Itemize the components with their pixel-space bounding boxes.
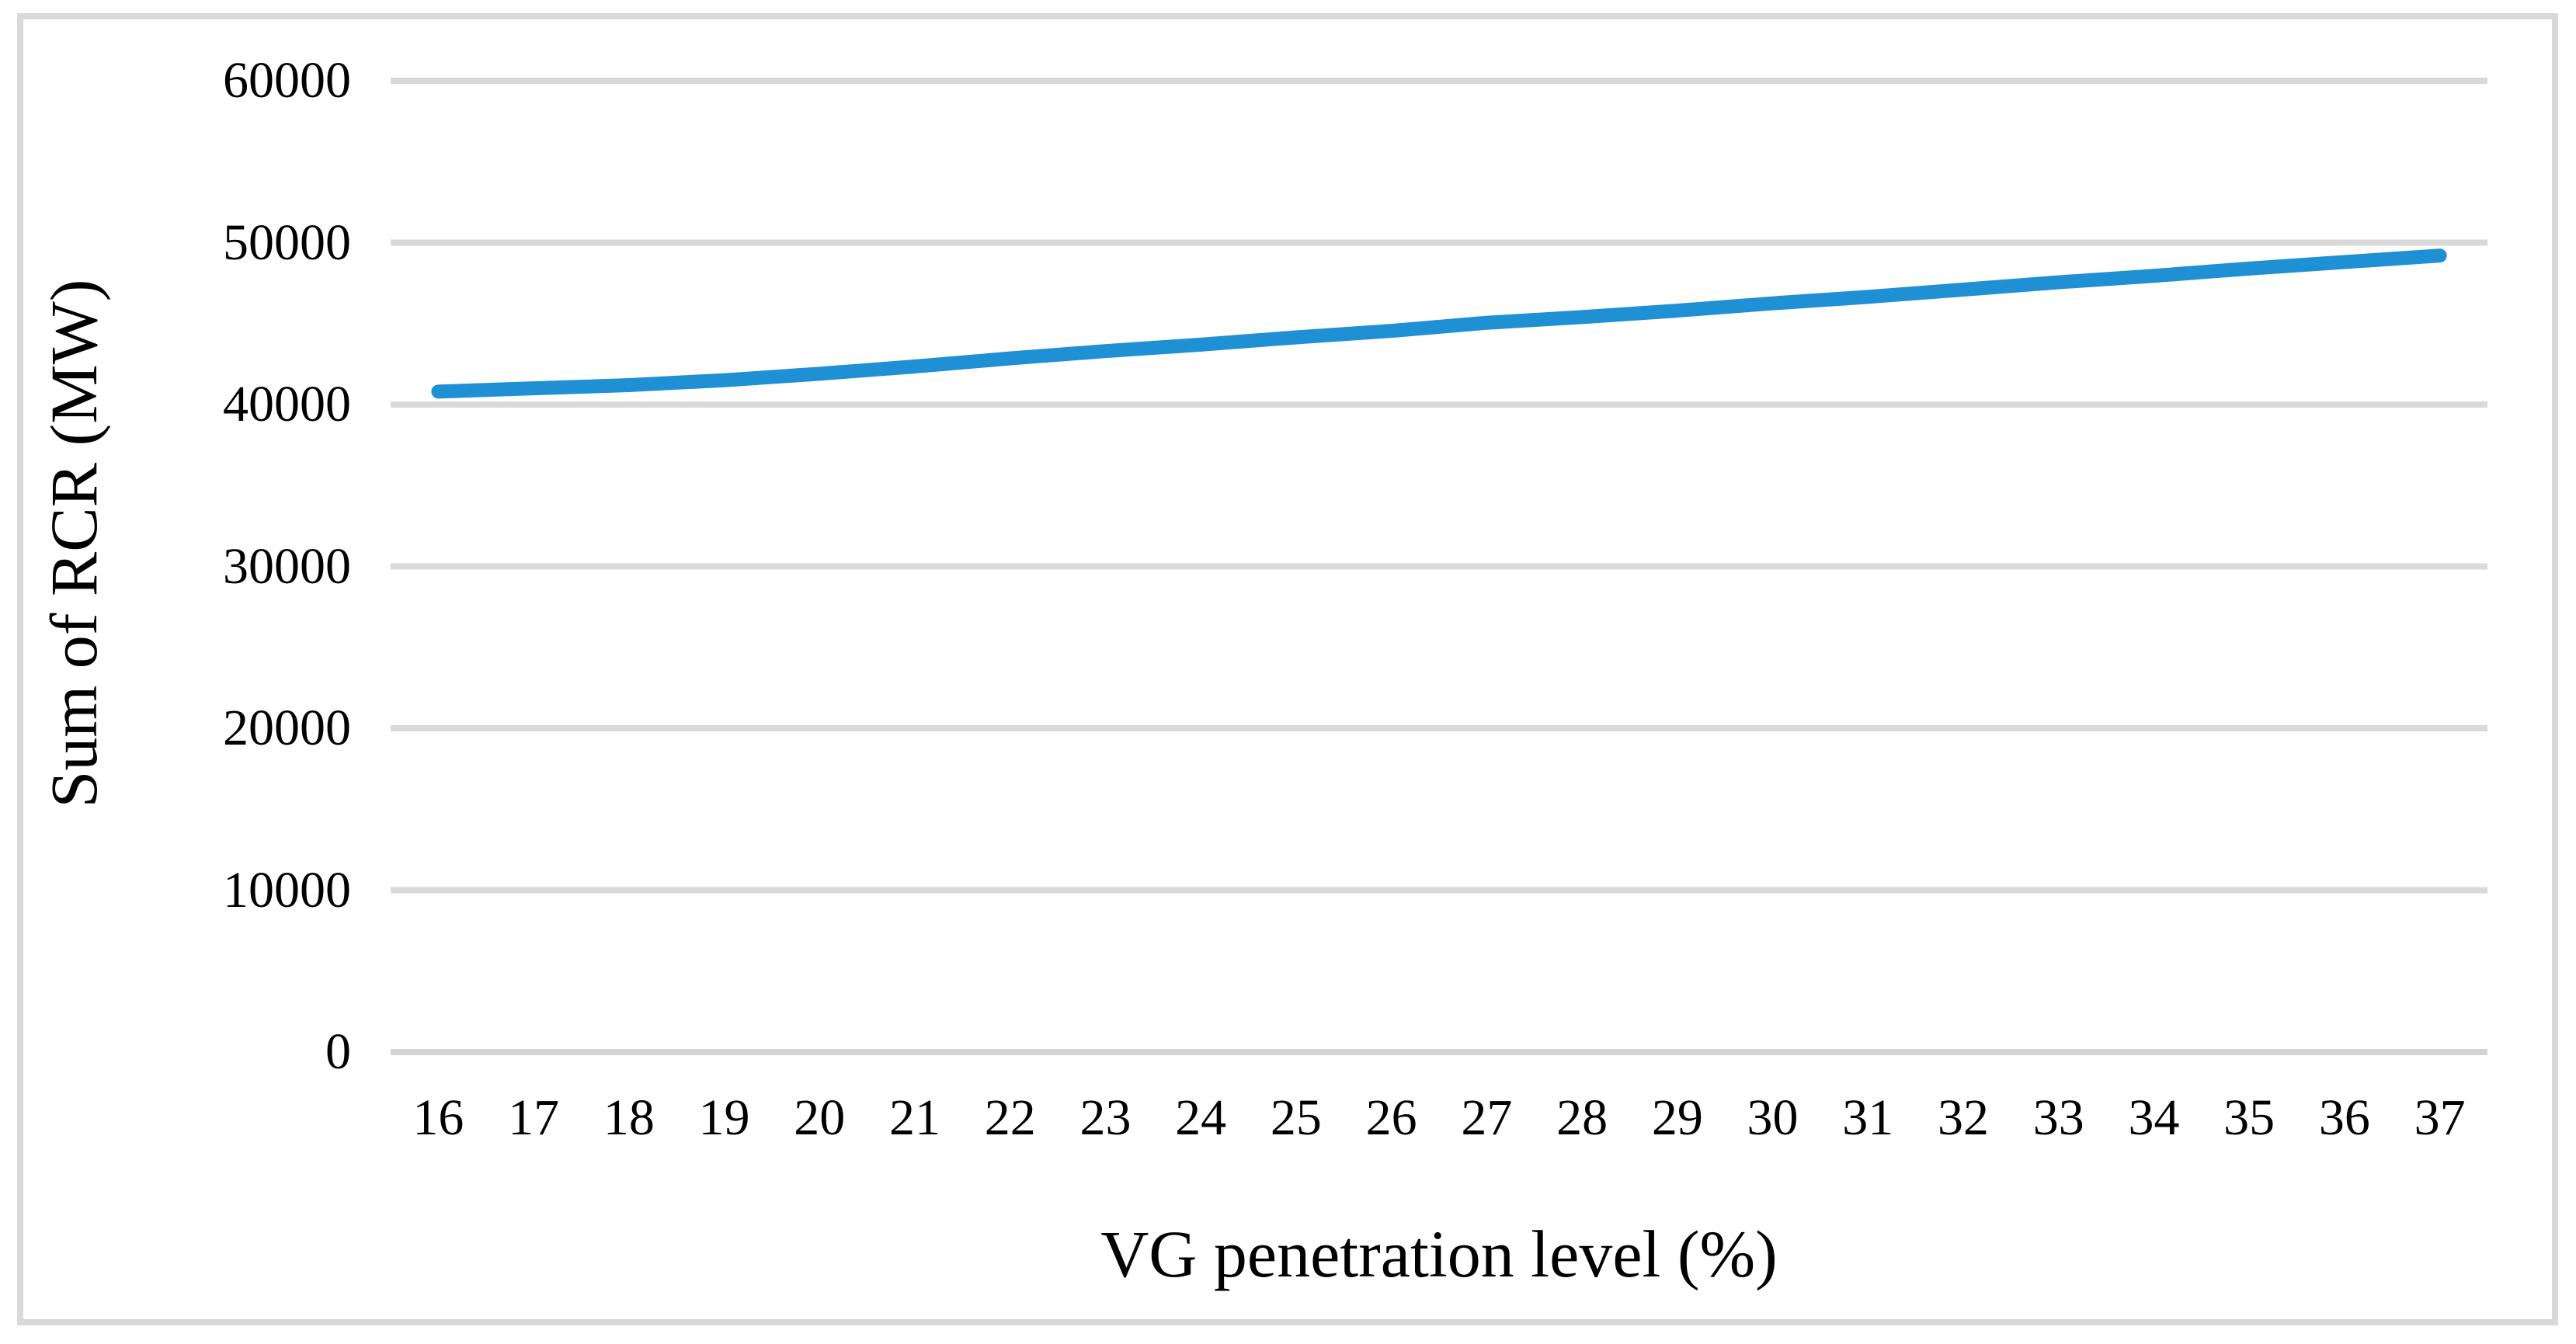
y-tick-label: 30000 bbox=[223, 537, 351, 595]
x-tick-label: 32 bbox=[1938, 1089, 1989, 1146]
y-tick-label: 40000 bbox=[223, 376, 351, 432]
y-tick-label: 20000 bbox=[223, 700, 351, 756]
chart-area-border bbox=[17, 13, 2558, 1325]
x-tick-label: 24 bbox=[1175, 1089, 1227, 1146]
x-tick-label: 25 bbox=[1270, 1089, 1322, 1146]
x-tick-label: 19 bbox=[698, 1089, 750, 1146]
x-tick-label: 29 bbox=[1651, 1089, 1703, 1146]
x-tick-label: 37 bbox=[2414, 1089, 2466, 1146]
x-tick-label: 23 bbox=[1079, 1089, 1132, 1146]
x-tick-label: 26 bbox=[1365, 1089, 1417, 1146]
x-tick-label: 21 bbox=[889, 1089, 940, 1146]
y-tick-label: 50000 bbox=[223, 214, 351, 271]
x-tick-label: 16 bbox=[412, 1089, 464, 1146]
x-tick-label: 18 bbox=[603, 1089, 655, 1146]
x-tick-label: 22 bbox=[984, 1089, 1036, 1146]
y-tick-label: 10000 bbox=[223, 861, 351, 919]
y-tick-label: 60000 bbox=[223, 52, 351, 109]
x-tick-label: 20 bbox=[794, 1089, 846, 1146]
y-axis-title: Sum of RCR (MW) bbox=[37, 279, 111, 808]
series-line-sum-of-rcr bbox=[431, 248, 2447, 399]
x-tick-label: 35 bbox=[2223, 1089, 2275, 1146]
x-tick-label: 30 bbox=[1747, 1089, 1799, 1146]
x-axis-title: VG penetration level (%) bbox=[1100, 1217, 1778, 1291]
x-tick-label: 36 bbox=[2318, 1089, 2370, 1146]
x-tick-label: 33 bbox=[2032, 1089, 2084, 1146]
x-tick-label: 34 bbox=[2128, 1089, 2180, 1146]
y-tick-label: 0 bbox=[325, 1023, 351, 1080]
x-tick-label: 31 bbox=[1842, 1089, 1894, 1146]
x-tick-label: 17 bbox=[508, 1089, 560, 1146]
x-tick-label: 28 bbox=[1556, 1089, 1608, 1146]
x-tick-label: 27 bbox=[1461, 1089, 1513, 1146]
